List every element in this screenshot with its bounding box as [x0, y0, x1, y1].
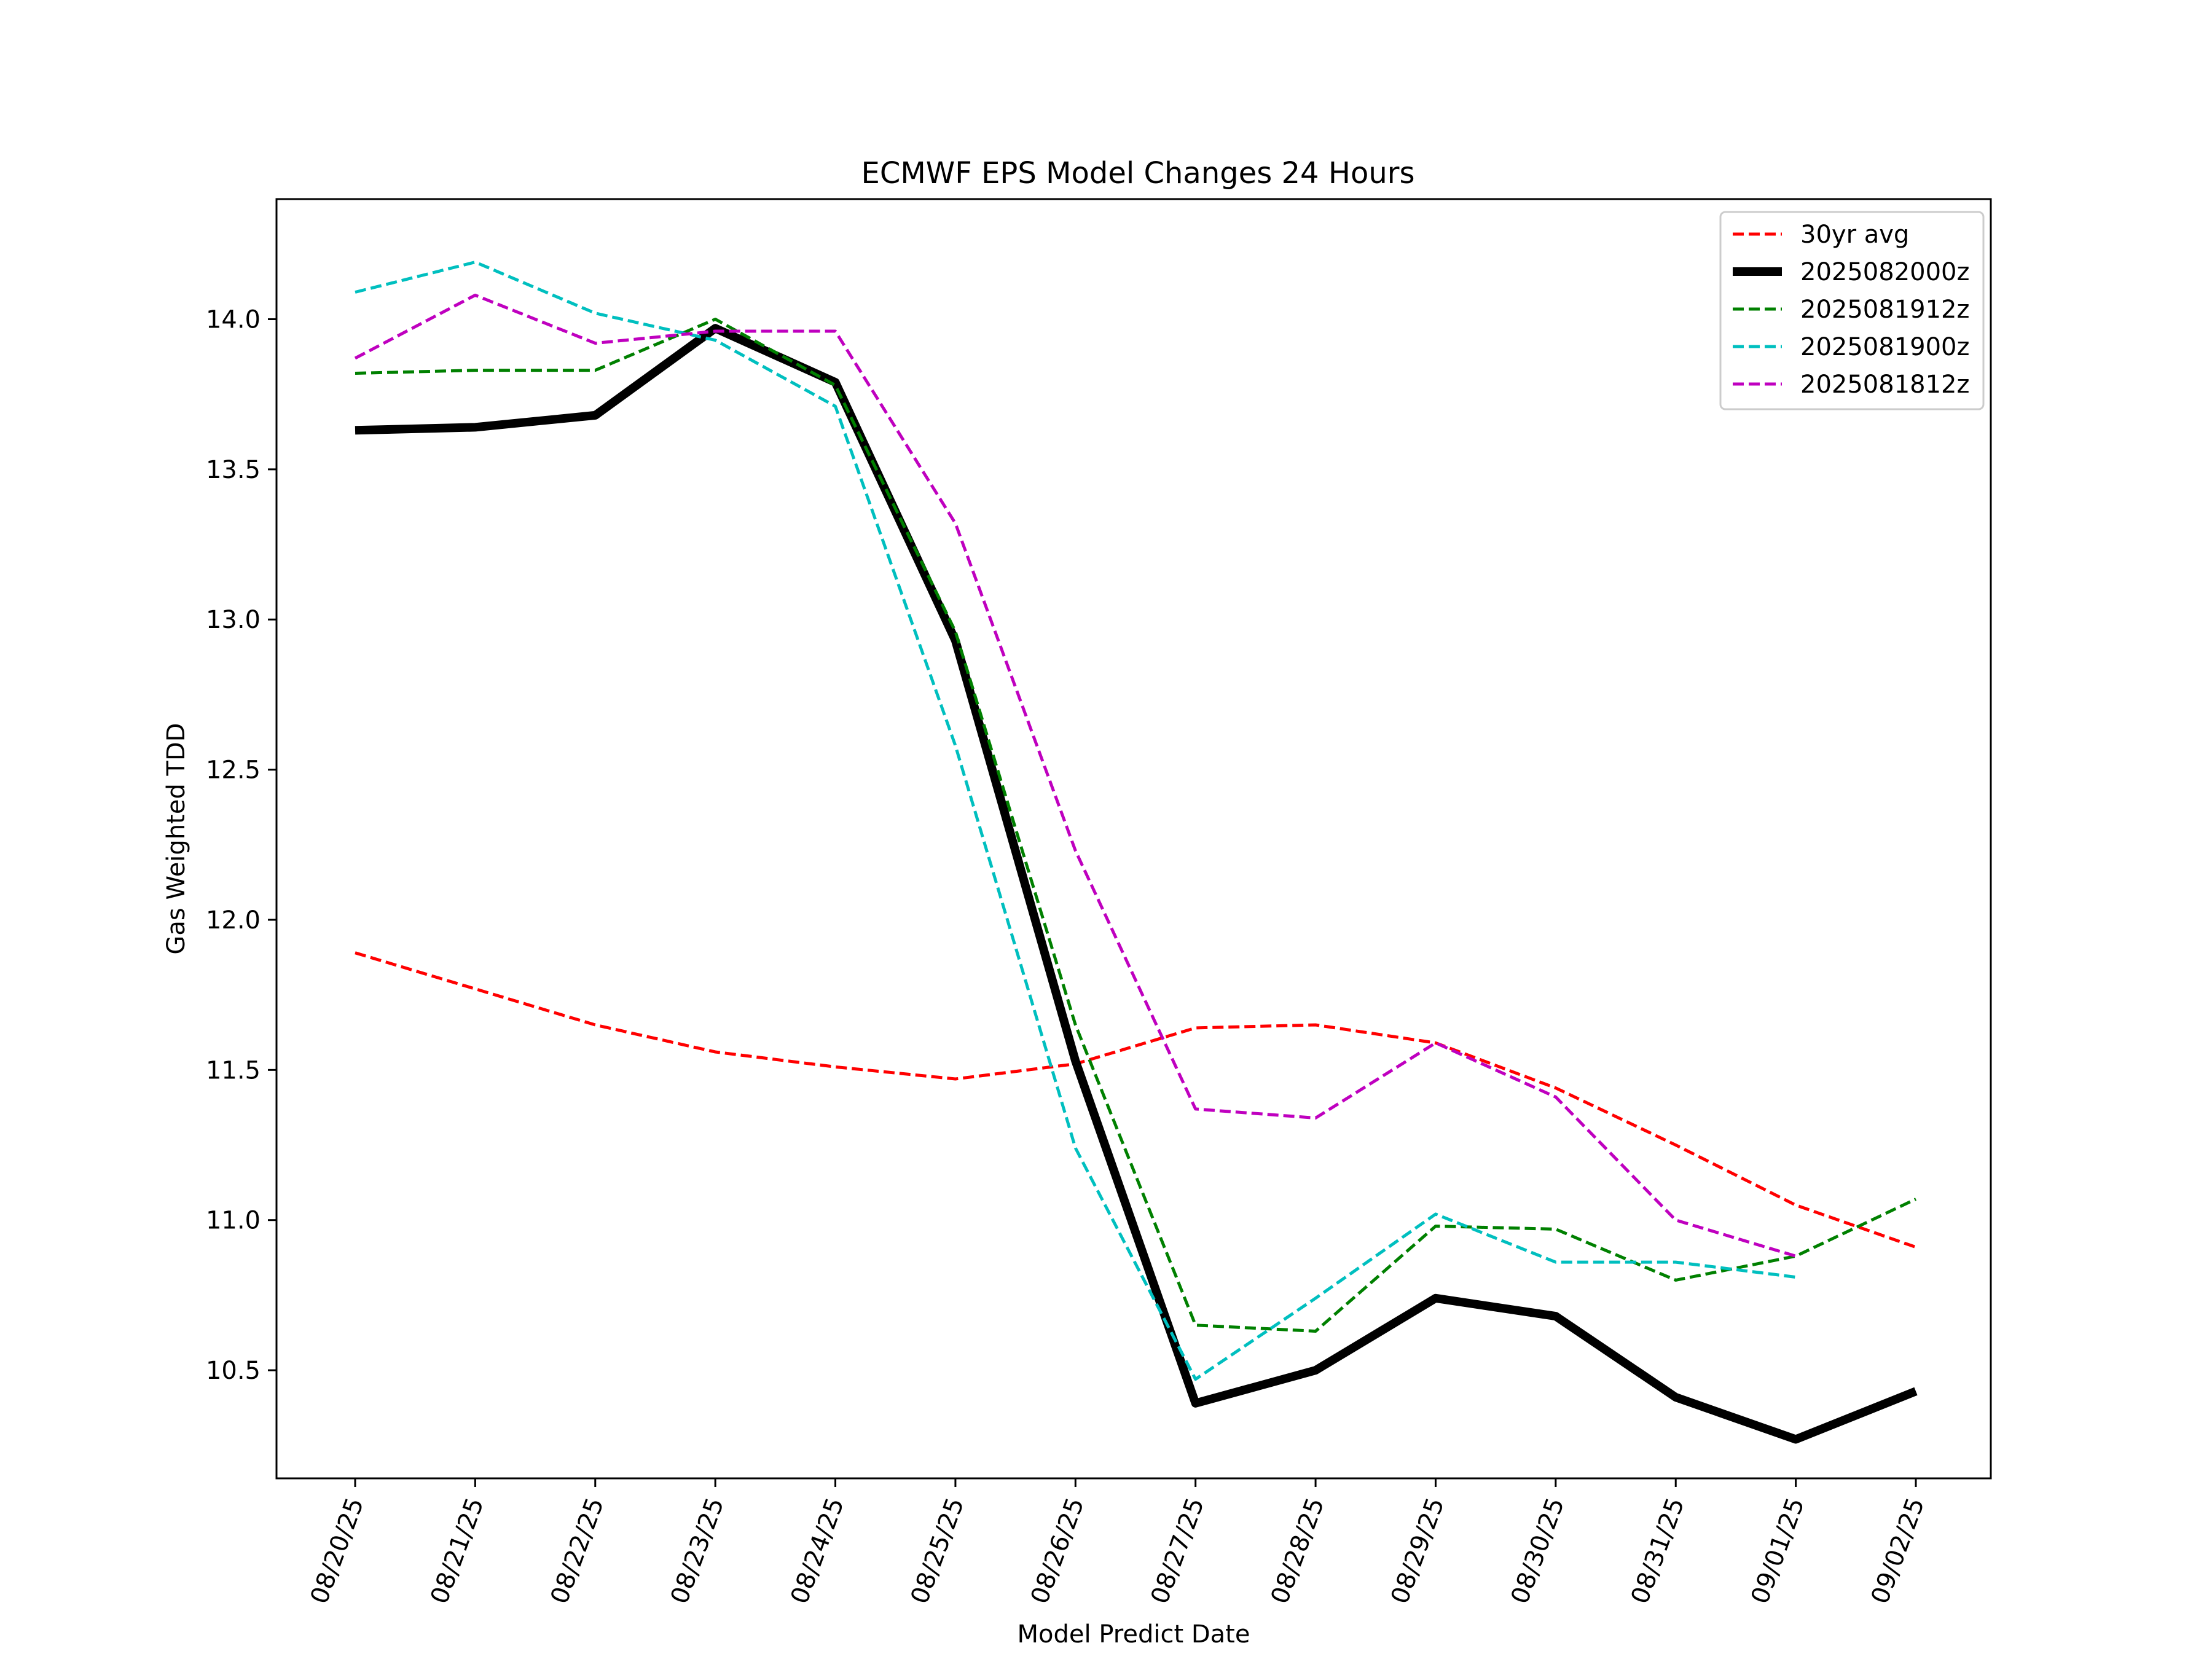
legend: 30yr avg 2025082000z 2025081912z 2025081900…: [1719, 211, 1985, 410]
series-line-5: [354, 293, 1797, 1258]
chart-title: ECMWF EPS Model Changes 24 Hours: [861, 156, 1415, 190]
y-tick-label: 12.5: [206, 756, 261, 785]
y-tick-label: 11.5: [206, 1056, 261, 1084]
y-tick-label: 10.5: [206, 1357, 261, 1385]
legend-box: [1719, 211, 1985, 410]
y-tick-label: 13.5: [206, 456, 261, 484]
y-tick-label: 13.0: [206, 606, 261, 634]
series-line-2: [355, 324, 1918, 1444]
series-line-4: [355, 261, 1796, 1381]
plot-frame: [275, 198, 1992, 1480]
y-tick-label: 11.0: [206, 1207, 261, 1235]
series-line-1: [355, 951, 1916, 1249]
series-line-3: [355, 318, 1917, 1333]
y-axis-label: Gas Weighted TDD: [162, 723, 190, 954]
x-axis-label: Model Predict Date: [1018, 1620, 1250, 1649]
y-tick-label: 12.0: [206, 906, 261, 935]
legend-label: 2025081812z: [1800, 371, 1970, 399]
legend-label: 2025082000z: [1800, 258, 1970, 286]
legend-label: 2025081912z: [1800, 296, 1970, 324]
legend-label: 30yr avg: [1800, 221, 1909, 249]
y-tick-label: 14.0: [206, 305, 261, 334]
legend-label: 2025081900z: [1800, 333, 1970, 361]
